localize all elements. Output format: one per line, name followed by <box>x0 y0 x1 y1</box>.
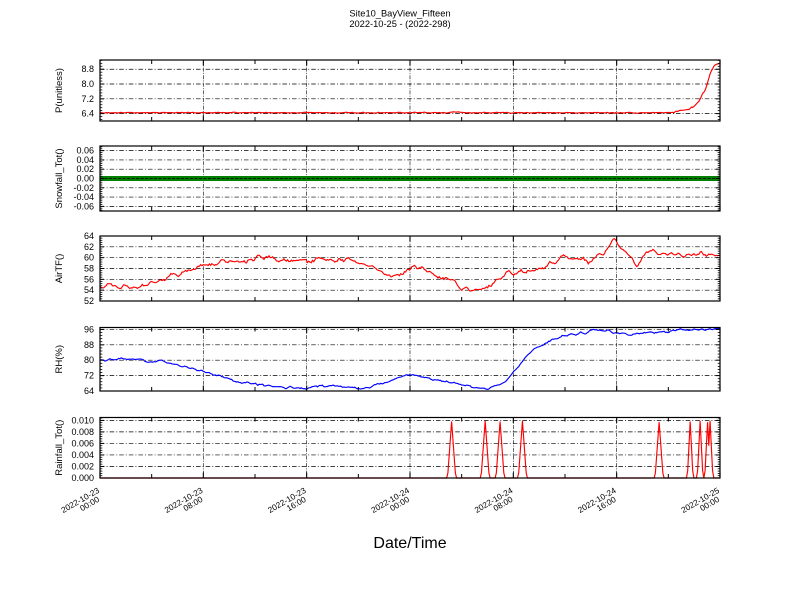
svg-text:8.0: 8.0 <box>81 79 94 89</box>
svg-text:56: 56 <box>84 274 94 284</box>
svg-text:58: 58 <box>84 264 94 274</box>
svg-text:0.06: 0.06 <box>76 146 94 156</box>
svg-text:Site10_BayView_Fifteen: Site10_BayView_Fifteen <box>349 9 450 19</box>
svg-text:6.4: 6.4 <box>81 109 94 119</box>
svg-text:88: 88 <box>84 340 94 350</box>
svg-text:AirTF(): AirTF() <box>54 254 65 284</box>
svg-text:0.02: 0.02 <box>76 164 94 174</box>
svg-text:-0.02: -0.02 <box>73 183 94 193</box>
svg-text:64: 64 <box>84 386 94 396</box>
svg-text:0.010: 0.010 <box>71 415 94 425</box>
svg-text:Snowfall_Tot(): Snowfall_Tot() <box>54 148 65 208</box>
svg-text:0.008: 0.008 <box>71 427 94 437</box>
svg-text:0.002: 0.002 <box>71 461 94 471</box>
svg-text:P(unitless): P(unitless) <box>54 68 65 113</box>
svg-text:7.2: 7.2 <box>81 94 94 104</box>
svg-text:Date/Time: Date/Time <box>373 535 446 552</box>
svg-text:RH(%): RH(%) <box>54 345 65 374</box>
svg-text:-0.06: -0.06 <box>73 201 94 211</box>
svg-text:0.04: 0.04 <box>76 155 94 165</box>
svg-text:8.8: 8.8 <box>81 64 94 74</box>
svg-text:60: 60 <box>84 253 94 263</box>
svg-text:80: 80 <box>84 355 94 365</box>
svg-text:2022-10-25 - (2022-298): 2022-10-25 - (2022-298) <box>349 19 450 29</box>
svg-text:64: 64 <box>84 231 94 241</box>
svg-text:62: 62 <box>84 242 94 252</box>
svg-text:0.00: 0.00 <box>76 174 94 184</box>
svg-text:0.004: 0.004 <box>71 450 94 460</box>
svg-text:0.006: 0.006 <box>71 438 94 448</box>
svg-text:52: 52 <box>84 296 94 306</box>
svg-text:0.000: 0.000 <box>71 473 94 483</box>
svg-text:Rainfall_Tot(): Rainfall_Tot() <box>54 420 65 476</box>
svg-text:-0.04: -0.04 <box>73 192 94 202</box>
svg-text:72: 72 <box>84 371 94 381</box>
svg-text:96: 96 <box>84 324 94 334</box>
svg-text:54: 54 <box>84 285 94 295</box>
